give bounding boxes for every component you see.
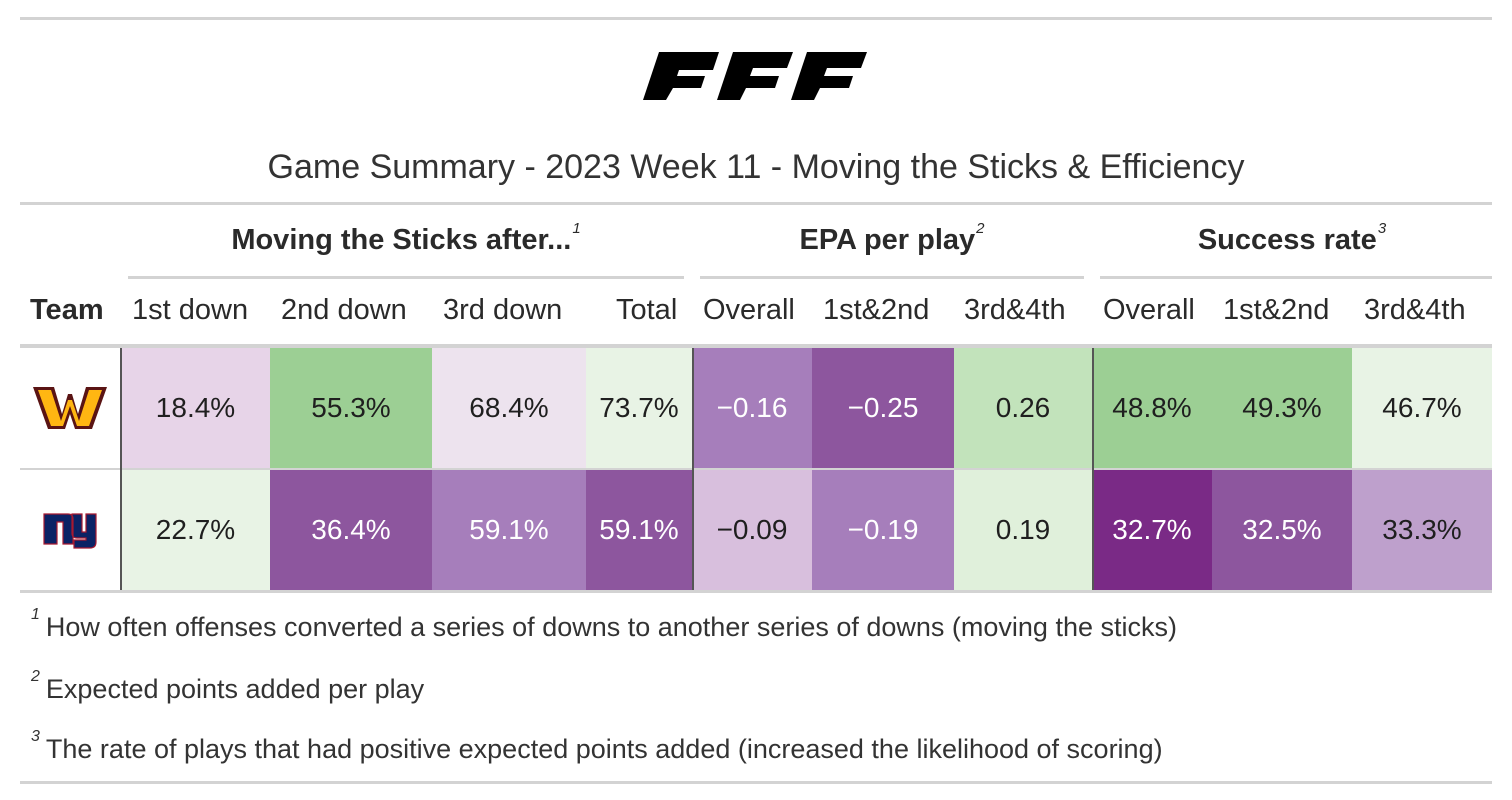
footnote: 3 The rate of plays that had positive exp… [30,728,1163,765]
table-title: Game Summary - 2023 Week 11 - Moving the… [267,148,1245,186]
footnote-mark: 1 [572,220,581,237]
row-rule [20,468,1492,470]
spanner-success-rate: Success rate3 [1100,220,1484,257]
cell-value: 36.4% [311,514,391,545]
cell-value: 22.7% [155,514,236,545]
title-rule [20,202,1492,205]
spanner-rule [128,276,684,279]
table-cell: 68.4% [432,348,586,468]
table-cell: 73.7% [586,348,692,468]
footnote-mark: 1 [31,606,40,623]
team-cell-giants [20,470,120,590]
footnote-text: The rate of plays that had positive expe… [45,734,1163,764]
column-header: Overall [1103,294,1195,326]
team-cell-washington [20,348,120,468]
table-cell: −0.09 [692,470,812,590]
table-cell: 22.7% [121,470,270,590]
cell-value: 59.1% [469,514,549,545]
table-cell: 59.1% [586,470,692,590]
footnote: 2 Expected points added per play [30,668,425,705]
table-cell: 55.3% [270,348,432,468]
cell-value: −0.25 [847,392,919,423]
cell-value: 55.3% [311,392,391,423]
footnote-mark: 3 [1377,220,1387,237]
table-cell: 48.8% [1092,348,1212,468]
spanner-label: EPA per play [799,224,976,256]
column-header: 2nd down [281,294,407,326]
footnote-mark: 2 [31,668,40,685]
spanner-label: Moving the Sticks after... [231,224,572,256]
column-header: 3rd&4th [1364,294,1466,326]
table-cell: 0.26 [954,348,1092,468]
table-cell: −0.19 [812,470,954,590]
spanner-moving-sticks: Moving the Sticks after...1 [128,220,684,257]
table-bottom-rule [20,590,1492,593]
footnote-text: Expected points added per play [45,674,425,704]
cell-value: 32.7% [1112,514,1192,545]
new-york-giants-logo [43,513,97,549]
group-divider [1092,348,1094,590]
table-cell: 49.3% [1212,348,1352,468]
column-header: 3rd down [443,294,563,326]
table-cell: −0.16 [692,348,812,468]
cell-value: −0.16 [716,392,788,423]
bottom-rule [20,781,1492,784]
column-header-team: Team [30,294,104,326]
cell-value: −0.09 [716,514,788,545]
cell-value: 0.19 [995,514,1051,545]
cell-value: 48.8% [1112,392,1192,423]
column-header: Overall [703,294,795,326]
table-cell: 32.5% [1212,470,1352,590]
footnote-mark: 3 [31,728,40,745]
cell-value: 46.7% [1382,392,1462,423]
table-cell: −0.25 [812,348,954,468]
footnote-mark: 2 [976,220,985,237]
table-cell: 59.1% [432,470,586,590]
cell-value: 18.4% [155,392,236,423]
table-cell: 36.4% [270,470,432,590]
cell-value: 32.5% [1242,514,1322,545]
spanner-epa: EPA per play2 [700,220,1084,257]
column-header: Total [616,294,678,326]
top-rule [20,17,1492,20]
group-divider [120,348,122,590]
cell-value: 73.7% [599,392,679,423]
cell-value: 68.4% [469,392,549,423]
table-cell: 32.7% [1092,470,1212,590]
group-divider [692,348,694,590]
table-cell: 33.3% [1352,470,1492,590]
header-rule [20,344,1492,348]
column-header: 1st&2nd [1223,294,1330,326]
cell-value: 0.26 [995,392,1051,423]
footnote-text: How often offenses converted a series of… [45,612,1177,642]
table-cell: 0.19 [954,470,1092,590]
cell-value: 59.1% [599,514,679,545]
cell-value: 49.3% [1242,392,1322,423]
table-cell: 46.7% [1352,348,1492,468]
spanner-rule [1100,276,1492,279]
footnote: 1 How often offenses converted a series o… [30,606,1177,643]
pff-logo [643,52,867,100]
column-header: 1st down [132,294,249,326]
spanner-label: Success rate [1197,224,1377,256]
column-header: 3rd&4th [964,294,1066,326]
table-cell: 18.4% [121,348,270,468]
washington-commanders-logo [33,387,107,429]
column-header: 1st&2nd [823,294,930,326]
cell-value: −0.19 [847,514,919,545]
cell-value: 33.3% [1382,514,1462,545]
spanner-rule [700,276,1084,279]
